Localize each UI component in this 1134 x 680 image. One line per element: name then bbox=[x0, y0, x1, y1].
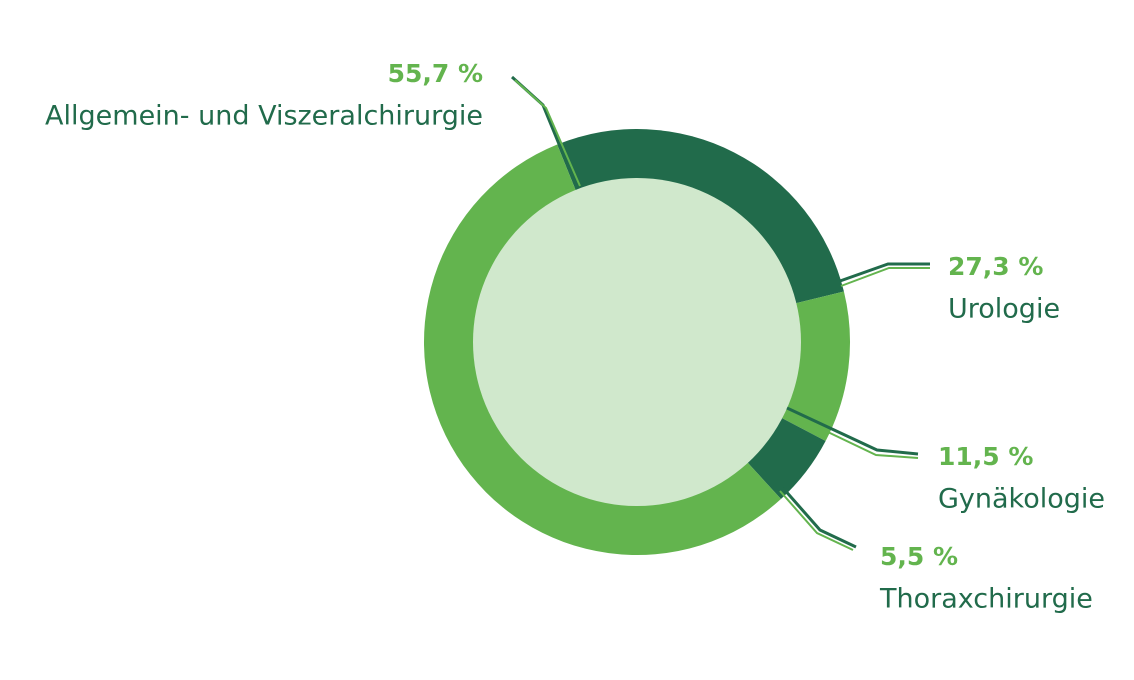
value-label: 11,5 % bbox=[938, 442, 1033, 471]
value-label: 55,7 % bbox=[388, 59, 483, 88]
donut-hole bbox=[473, 178, 801, 506]
value-label: 27,3 % bbox=[948, 252, 1043, 281]
category-label: Thoraxchirurgie bbox=[879, 584, 1093, 615]
category-label: Gynäkologie bbox=[938, 484, 1105, 515]
donut bbox=[424, 128, 851, 556]
value-label: 5,5 % bbox=[880, 542, 958, 571]
leader-lines bbox=[510, 75, 930, 551]
category-label: Allgemein- und Viszeralchirurgie bbox=[45, 101, 483, 132]
category-label: Urologie bbox=[948, 294, 1060, 325]
